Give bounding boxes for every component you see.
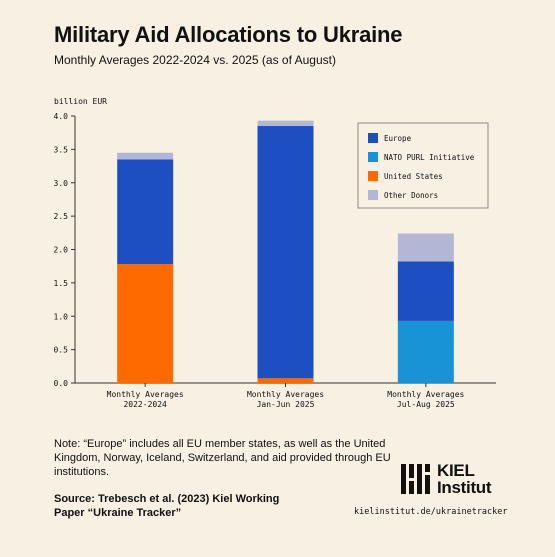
x-tick-label: 2022-2024 bbox=[123, 400, 167, 409]
legend-label: Other Donors bbox=[384, 191, 438, 200]
bar-segment-europe bbox=[117, 159, 174, 265]
legend-label: NATO PURL Initiative bbox=[384, 153, 475, 162]
footnote: Note: “Europe” includes all EU member st… bbox=[54, 438, 391, 478]
y-tick-label: 4.0 bbox=[54, 112, 69, 121]
legend-label: United States bbox=[384, 172, 443, 181]
bar-segment-other-donors bbox=[257, 120, 314, 127]
legend-label: Europe bbox=[384, 134, 412, 143]
bar-segment-other-donors bbox=[397, 233, 454, 262]
legend-swatch bbox=[368, 152, 378, 162]
y-tick-label: 3.0 bbox=[54, 179, 69, 188]
source-citation: Source: Trebesch et al. (2023) Kiel Work… bbox=[54, 493, 280, 519]
x-tick-label: Jul-Aug 2025 bbox=[397, 400, 455, 409]
x-tick-label: Monthly Averages bbox=[107, 390, 184, 399]
bar-segment-united-states bbox=[257, 378, 314, 383]
y-tick-label: 2.0 bbox=[54, 246, 69, 255]
logo-text-line1: KIEL bbox=[437, 461, 475, 480]
y-tick-label: 1.0 bbox=[54, 312, 69, 321]
x-tick-label: Jan-Jun 2025 bbox=[257, 400, 315, 409]
y-axis-label: billion EUR bbox=[54, 97, 107, 106]
chart-subtitle: Monthly Averages 2022-2024 vs. 2025 (as … bbox=[54, 53, 336, 67]
bar-segment-europe bbox=[397, 261, 454, 321]
bar-segment-nato-purl-initiative bbox=[397, 320, 454, 383]
kiel-institut-logo: KIEL Institut bbox=[401, 462, 501, 502]
legend-swatch bbox=[368, 133, 378, 143]
bar-segment-united-states bbox=[117, 264, 174, 383]
stacked-bar-chart: billion EUR 0.0 0.5 1.0 1.5 2.0 2.5 3.0 3.5 4.0 Mo… bbox=[54, 97, 496, 409]
y-tick-label: 0.5 bbox=[54, 346, 69, 355]
logo-text-line2: Institut bbox=[437, 478, 492, 497]
logo-mark-icon bbox=[401, 464, 430, 494]
bar-segment-other-donors bbox=[117, 152, 174, 160]
y-tick-label: 2.5 bbox=[54, 212, 69, 221]
bar-segment-europe bbox=[257, 126, 314, 379]
y-tick-label: 1.5 bbox=[54, 279, 69, 288]
website-link[interactable]: kielinstitut.de/ukrainetracker bbox=[354, 507, 508, 517]
y-tick-label: 0.0 bbox=[54, 379, 69, 388]
chart-title: Military Aid Allocations to Ukraine bbox=[54, 22, 403, 47]
legend-swatch bbox=[368, 171, 378, 181]
y-tick-label: 3.5 bbox=[54, 145, 69, 154]
x-tick-label: Monthly Averages bbox=[387, 390, 464, 399]
x-tick-label: Monthly Averages bbox=[247, 390, 324, 399]
legend-swatch bbox=[368, 190, 378, 200]
legend-box bbox=[357, 122, 489, 209]
